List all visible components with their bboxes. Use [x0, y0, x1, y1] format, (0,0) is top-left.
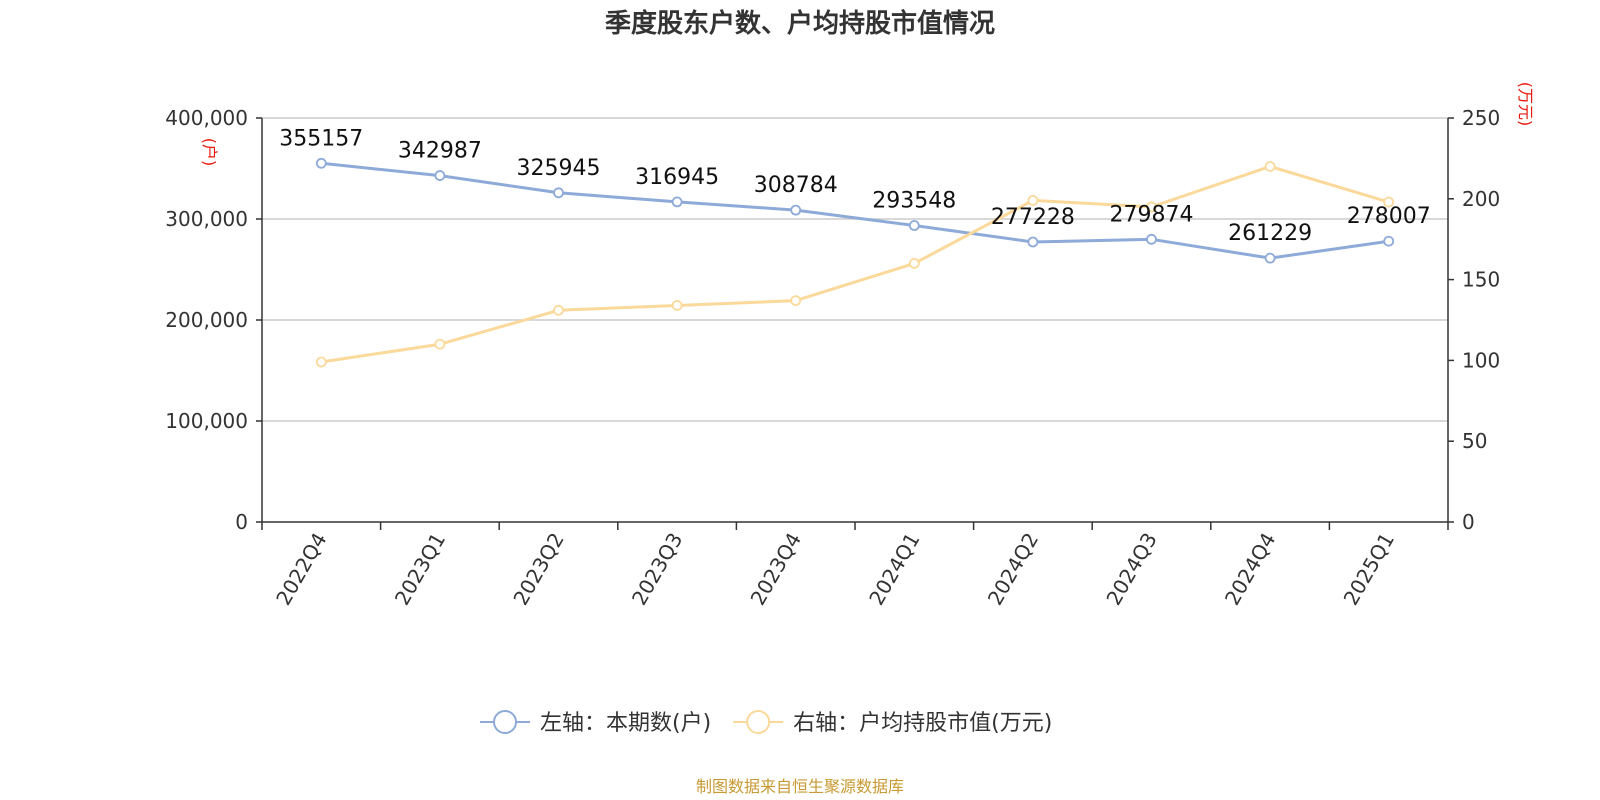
series-point-2: [671, 300, 683, 311]
data-label: 278007: [1347, 204, 1431, 229]
series-point-1: [790, 204, 802, 216]
right-axis-tick-label: 200: [1462, 187, 1500, 211]
series-point-1: [1146, 233, 1157, 245]
data-label: 293548: [872, 189, 956, 214]
right-axis-tick-label: 50: [1462, 429, 1487, 453]
series-point-2: [790, 295, 802, 307]
series-point-2: [1383, 196, 1395, 208]
right-axis-tick-label: 100: [1462, 348, 1500, 372]
series-point-2: [315, 356, 327, 368]
left-axis-tick-label: 0: [235, 510, 248, 534]
x-axis-tick-label: 2022Q4: [271, 529, 331, 610]
series-point-2: [434, 338, 446, 350]
series-point-1: [671, 196, 683, 208]
series-point-2: [908, 258, 920, 269]
series-line-2: [321, 164, 1390, 364]
legend-label: 右轴：户均持股市值(万元): [793, 711, 1052, 736]
legend-symbol-circle: [493, 710, 517, 734]
series-line-1: [321, 161, 1389, 260]
right-axis-tick-label: 0: [1462, 510, 1475, 534]
series-group: 355157 342987 325945 316945 308784 293548 2772…: [279, 126, 1431, 368]
series-point-2: [1146, 201, 1157, 213]
x-axis-tick-label: 2024Q3: [1101, 529, 1161, 610]
x-axis-tick-label: 2024Q2: [983, 529, 1043, 610]
series-point-1: [1264, 252, 1276, 264]
x-axis-tick-label: 2023Q3: [627, 529, 687, 610]
data-label: 261229: [1228, 221, 1312, 246]
series-point-1: [553, 187, 564, 199]
left-axis-tick-label: 300,000: [165, 207, 248, 231]
right-axis-unit: (万元): [1516, 82, 1535, 127]
series-point-2: [1264, 161, 1276, 172]
x-axis-tick-label: 2023Q4: [746, 529, 806, 610]
x-axis-tick-label: 2024Q1: [864, 529, 924, 610]
data-label: 308784: [754, 173, 838, 198]
data-label: 342987: [398, 139, 482, 164]
x-axis-tick-label: 2025Q1: [1339, 529, 1399, 610]
chart-title: 季度股东户数、户均持股市值情况: [605, 8, 995, 39]
right-axis-tick-label: 150: [1462, 268, 1500, 292]
series-point-2: [1027, 195, 1039, 206]
series-point-1: [434, 170, 446, 181]
data-label: 277228: [991, 205, 1075, 230]
axes: 0 100,000 200,000 300,000 400,000 0 50 100 150 20…: [165, 82, 1535, 609]
series-point-1: [908, 220, 920, 231]
series-point-1: [1383, 235, 1395, 247]
left-axis-tick-label: 400,000: [165, 106, 248, 130]
right-axis-tick-label: 250: [1462, 106, 1500, 130]
legend-symbol-circle: [746, 710, 771, 734]
data-label: 279874: [1110, 202, 1194, 227]
data-label: 355157: [279, 126, 363, 151]
data-label: 325945: [517, 156, 601, 181]
left-axis-tick-label: 200,000: [165, 308, 248, 332]
series-point-2: [553, 304, 564, 316]
legend: 左轴：本期数(户) 右轴：户均持股市值(万元): [480, 710, 1052, 736]
legend-label: 左轴：本期数(户): [540, 711, 711, 736]
x-axis-tick-label: 2023Q1: [390, 529, 450, 610]
source-note: 制图数据来自恒生聚源数据库: [696, 777, 904, 796]
left-axis-unit: (户): [200, 138, 219, 167]
data-label: 316945: [635, 165, 719, 190]
x-axis-tick-label: 2023Q2: [508, 529, 568, 610]
x-axis-tick-label: 2024Q4: [1220, 529, 1280, 610]
left-axis-tick-label: 100,000: [165, 409, 248, 433]
series-point-1: [1027, 236, 1039, 248]
series-point-1: [315, 157, 327, 169]
